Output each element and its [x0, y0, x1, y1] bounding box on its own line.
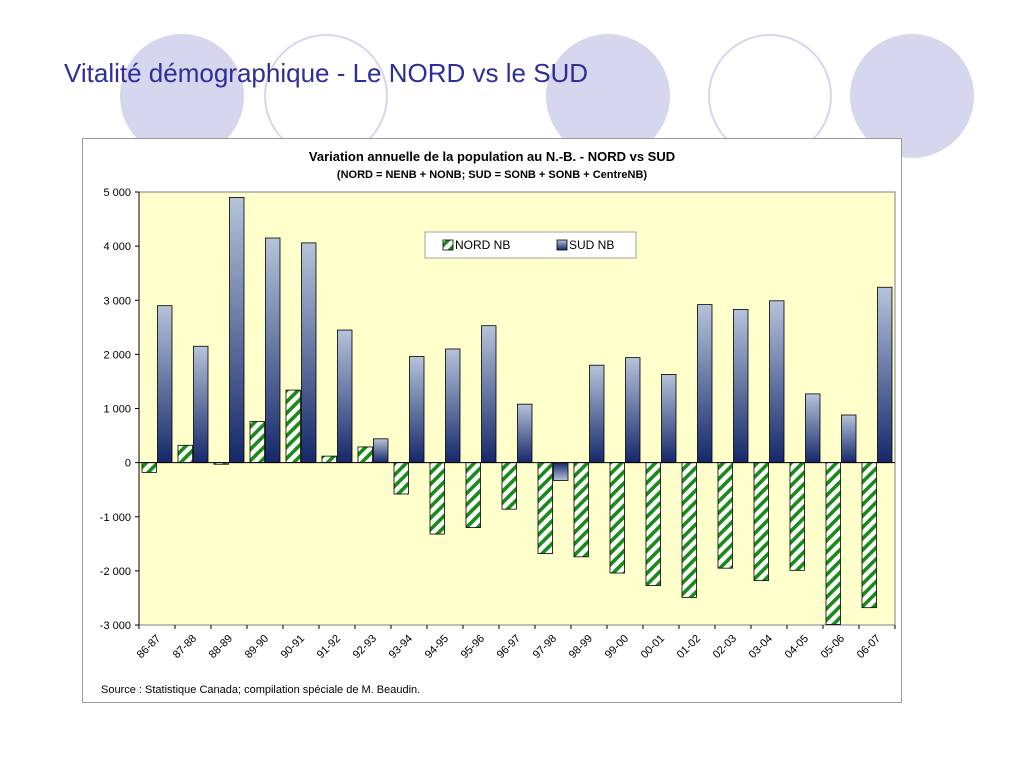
x-tick-label: 88-89: [207, 633, 235, 661]
x-tick-label: 87-88: [171, 633, 199, 661]
y-tick-label: 5 000: [103, 187, 131, 199]
bar-sud-90-91: [301, 242, 317, 464]
decorative-circle-filled: [850, 34, 974, 158]
bar-nord-96-97: [501, 462, 517, 510]
x-tick-label: 92-93: [351, 633, 379, 661]
x-tick-label: 01-02: [675, 633, 703, 661]
bar-sud-98-99: [589, 364, 605, 464]
bar-nord-92-93: [357, 446, 373, 464]
bar-nord-95-96: [465, 462, 481, 528]
bar-nord-90-91: [285, 389, 301, 464]
bar-sud-91-92: [337, 329, 353, 464]
bar-nord-05-06: [825, 462, 841, 625]
x-tick-label: 91-92: [315, 633, 343, 661]
bar-sud-86-87: [157, 305, 173, 464]
chart-subtitle: (NORD = NENB + NONB; SUD = SONB + SONB +…: [337, 169, 648, 181]
x-tick-label: 03-04: [747, 633, 775, 661]
bar-nord-06-07: [861, 462, 877, 609]
bar-sud-03-04: [769, 300, 785, 464]
x-tick-label: 02-03: [711, 633, 739, 661]
x-tick-label: 05-06: [819, 633, 847, 661]
legend-label-sud: SUD NB: [569, 238, 614, 252]
bar-nord-03-04: [753, 462, 769, 582]
x-axis: 86-87 87-88 88-89 89-90 90-91 91-92 92-93 93-94…: [135, 625, 896, 661]
bar-sud-89-90: [265, 237, 281, 464]
x-tick-label: 90-91: [279, 633, 307, 661]
y-tick-label: 3 000: [103, 295, 131, 307]
bar-sud-02-03: [733, 309, 749, 464]
legend-swatch-nord: [442, 239, 454, 251]
bar-nord-98-99: [573, 462, 589, 558]
legend-label-nord: NORD NB: [455, 238, 510, 252]
bar-nord-00-01: [645, 462, 661, 586]
x-tick-label: 94-95: [423, 633, 451, 661]
x-tick-label: 04-05: [783, 633, 811, 661]
bar-sud-01-02: [697, 304, 713, 464]
bar-sud-87-88: [193, 345, 209, 464]
bar-sud-04-05: [805, 393, 821, 464]
bar-sud-05-06: [841, 414, 857, 464]
legend-swatch-sud: [556, 239, 568, 251]
decorative-circle-ring: [708, 34, 832, 158]
chart-frame: Variation annuelle de la population au N…: [82, 138, 902, 703]
x-tick-label: 98-99: [567, 633, 595, 661]
bar-nord-87-88: [177, 444, 193, 464]
bars-group: [141, 197, 893, 625]
bar-sud-06-07: [877, 286, 893, 464]
y-tick-label: -1 000: [100, 512, 131, 524]
decorative-circle-ring: [264, 34, 388, 158]
y-tick-label: 4 000: [103, 241, 131, 253]
x-tick-label: 97-98: [531, 633, 559, 661]
bar-sud-92-93: [373, 438, 389, 464]
bar-nord-99-00: [609, 462, 625, 574]
x-tick-label: 00-01: [639, 633, 667, 661]
plot-area: [138, 191, 896, 626]
bar-nord-93-94: [393, 462, 409, 495]
bar-sud-99-00: [625, 357, 641, 464]
x-tick-label: 96-97: [495, 633, 523, 661]
bar-nord-94-95: [429, 462, 445, 535]
x-tick-label: 89-90: [243, 633, 271, 661]
x-tick-label: 86-87: [135, 633, 163, 661]
legend-box: [424, 231, 637, 259]
y-axis: 5 000 4 000 3 000 2 000 1 000 0 -1 000 -2 000 -3…: [100, 187, 140, 632]
bar-nord-91-92: [321, 455, 337, 464]
slide-title: Vitalité démographique - Le NORD vs le S…: [64, 58, 589, 88]
x-tick-label: 93-94: [387, 633, 415, 661]
chart-svg: Variation annuelle de la population au N…: [100, 149, 896, 696]
bar-sud-94-95: [445, 348, 461, 464]
x-tick-label: 95-96: [459, 633, 487, 661]
y-tick-label: -2 000: [100, 566, 131, 578]
decorative-circle-filled: [546, 34, 670, 158]
bar-sud-93-94: [409, 356, 425, 464]
bar-sud-97-98: [553, 462, 569, 481]
bar-nord-89-90: [249, 421, 265, 464]
bar-nord-02-03: [717, 462, 733, 569]
y-tick-label: -3 000: [100, 620, 131, 632]
bar-sud-88-89: [229, 197, 245, 464]
chart-source-note: Source : Statistique Canada; compilation…: [101, 684, 420, 696]
bar-nord-97-98: [537, 462, 553, 554]
y-tick-label: 0: [125, 458, 131, 470]
bar-sud-95-96: [481, 325, 497, 464]
bar-sud-96-97: [517, 403, 533, 464]
bar-nord-04-05: [789, 462, 805, 571]
chart-title: Variation annuelle de la population au N…: [309, 149, 675, 164]
legend: NORD NB SUD NB: [424, 231, 637, 259]
x-tick-label: 06-07: [855, 633, 883, 661]
bar-sud-00-01: [661, 374, 677, 464]
decorative-circle-filled: [120, 34, 244, 158]
bar-nord-86-87: [141, 462, 157, 473]
y-tick-label: 1 000: [103, 404, 131, 416]
x-tick-label: 99-00: [603, 633, 631, 661]
bar-nord-01-02: [681, 462, 697, 598]
y-tick-label: 2 000: [103, 349, 131, 361]
